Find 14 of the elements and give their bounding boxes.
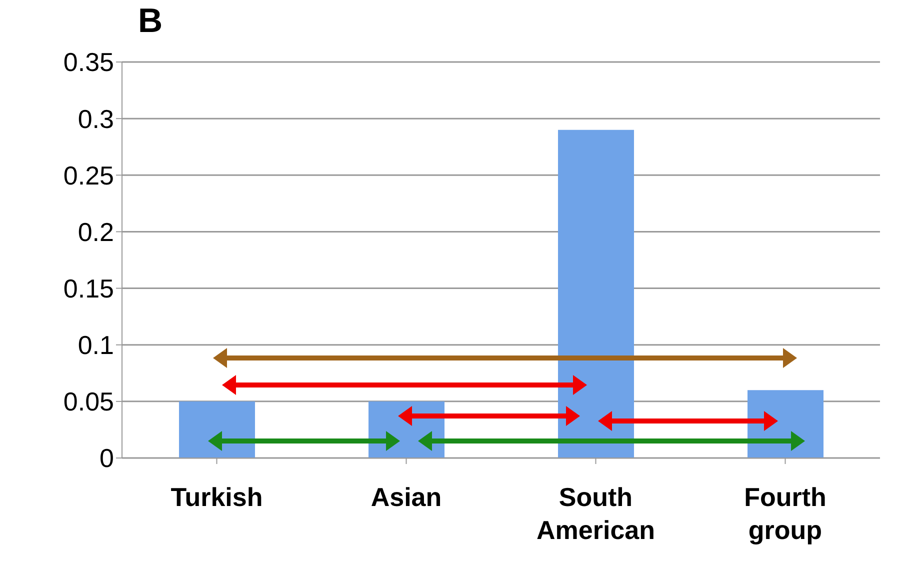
y-tick-label: 0.15: [63, 274, 114, 304]
x-tick-label: Asian: [370, 482, 442, 512]
y-tick-label: 0.1: [78, 330, 114, 360]
y-tick-label: 0: [100, 443, 114, 474]
chart-title: B: [138, 2, 163, 41]
y-tick-label: 0.3: [78, 104, 114, 134]
bar: [558, 130, 634, 458]
y-tick-label: 0.05: [63, 386, 114, 417]
x-tick-label: South American: [536, 482, 655, 545]
y-tick-label: 0.25: [63, 160, 114, 190]
x-tick-label: Turkish: [170, 482, 263, 512]
x-tick-label: Fourth group: [744, 482, 826, 545]
y-tick-label: 0.35: [63, 47, 114, 78]
y-tick-label: 0.2: [78, 216, 114, 247]
